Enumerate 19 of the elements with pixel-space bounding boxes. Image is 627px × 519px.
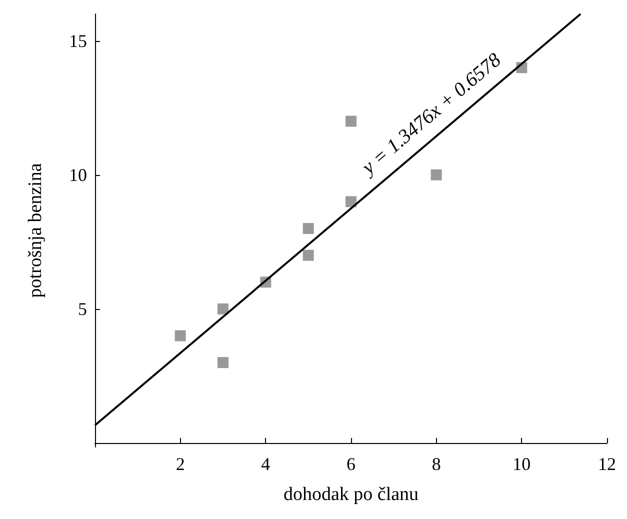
x-tick-label: 2: [176, 454, 185, 474]
point: [430, 169, 442, 180]
x-tick-label: 4: [261, 454, 270, 474]
y-tick-label: 15: [69, 30, 87, 51]
y-axis-title: potrošnja benzina: [25, 162, 46, 298]
point: [346, 196, 356, 208]
x-tick-label: 12: [598, 454, 616, 474]
x-tick-label: 6: [346, 454, 356, 474]
y-tick-label: 10: [69, 164, 87, 185]
point: [218, 357, 228, 368]
x-tick-label: 10: [512, 454, 531, 474]
point: [174, 330, 186, 342]
x-axis-title: dohodak po članu: [283, 484, 420, 505]
y-tick-label: 5: [78, 298, 87, 319]
point: [302, 222, 314, 234]
point: [218, 303, 228, 314]
point: [302, 250, 314, 261]
point: [346, 116, 356, 127]
x-tick-label: 8: [432, 454, 441, 474]
